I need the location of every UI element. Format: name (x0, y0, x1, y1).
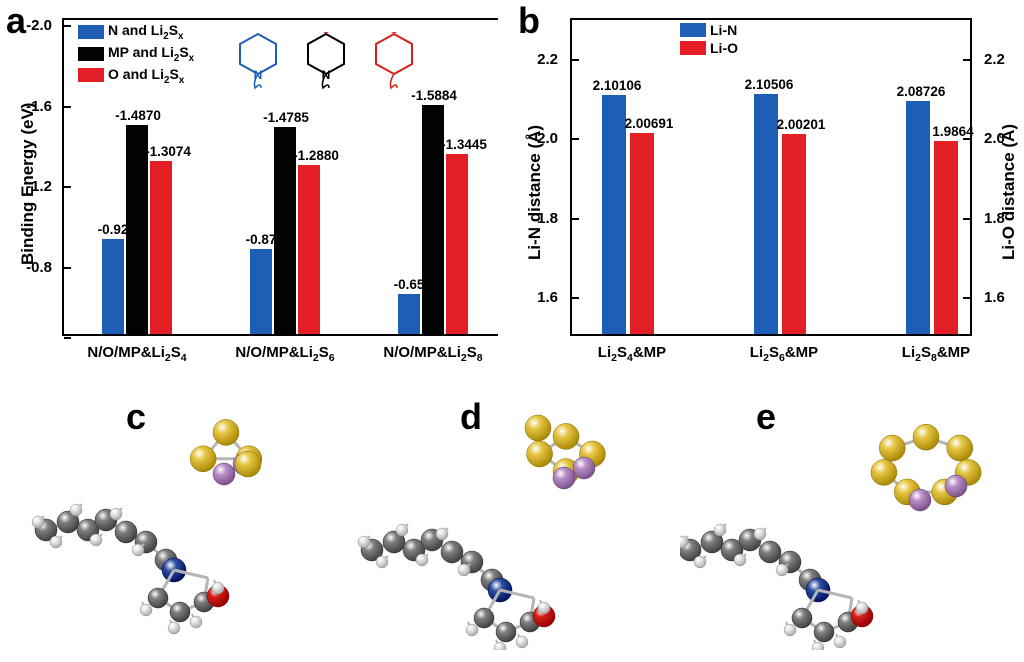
chart-b-legend: Li-N Li-O (680, 22, 738, 58)
xtick: Li2S6&MP (732, 344, 836, 364)
chart-a-legend: N and Li2SxMP and Li2SxO and Li2Sx (78, 22, 194, 87)
bar-value: -1.3445 (432, 137, 496, 152)
molecule-e (680, 410, 1020, 650)
bar-value: -1.2880 (284, 148, 348, 163)
tick-mark (572, 138, 579, 140)
tick-mark (963, 297, 970, 299)
ytick: -2.0 (26, 17, 52, 34)
ytick-right: 2.2 (984, 51, 1005, 68)
bar-value: 2.10506 (738, 77, 800, 92)
chart-b-ylabel-left: Li-N distance (Å) (525, 90, 545, 260)
bar (934, 141, 958, 334)
ytick: 1.6 (537, 289, 558, 306)
tick-mark (572, 59, 579, 61)
bar-value: -1.3074 (136, 144, 200, 159)
tick-mark (572, 297, 579, 299)
svg-text:O: O (321, 32, 330, 36)
tick-mark (64, 337, 71, 339)
molecule-c (26, 410, 326, 650)
legend-swatch (680, 41, 706, 55)
bar-value: 2.08726 (890, 84, 952, 99)
legend-swatch (680, 23, 706, 37)
chart-b-ylabel-right: Li-O distance (Å) (999, 90, 1019, 260)
chart-a-ylabel: Binding Energy (eV) (18, 85, 38, 265)
panel-a-label: a (6, 0, 26, 42)
bar (298, 165, 320, 334)
tick-mark (64, 267, 71, 269)
tick-mark (64, 106, 71, 108)
legend-text: MP and Li2Sx (108, 44, 194, 64)
bar (150, 161, 172, 334)
bar-value: 1.9864 (922, 124, 984, 139)
panel-b-label: b (518, 0, 540, 42)
tick-mark (963, 218, 970, 220)
bar-value: -1.4785 (254, 110, 318, 125)
panel-a: a -0.8-1.2-1.6-2.0-0.92-1.4870-1.3074N/O… (0, 0, 512, 380)
bar (630, 133, 654, 334)
bar-value: -0.87 (236, 232, 286, 247)
legend-text: Li-N (710, 22, 737, 38)
chart-b-area: 1.61.61.81.82.02.02.22.22.101062.00691Li… (570, 18, 972, 336)
tick-mark (64, 25, 71, 27)
xtick: Li2S8&MP (884, 344, 988, 364)
tick-mark (64, 186, 71, 188)
legend-swatch (78, 47, 104, 61)
bar-value: 2.10106 (586, 78, 648, 93)
tick-mark (963, 59, 970, 61)
bar (782, 134, 806, 334)
legend-text: N and Li2Sx (108, 22, 183, 42)
bar-value: -0.92 (88, 222, 138, 237)
panel-b: b 1.61.61.81.82.02.02.22.22.101062.00691… (512, 0, 1024, 380)
legend-swatch (78, 68, 104, 82)
ytick: 2.2 (537, 51, 558, 68)
molecule-d (352, 410, 672, 650)
bar (102, 239, 124, 334)
xtick: N/O/MP&Li2S6 (224, 344, 346, 364)
legend-item: N and Li2Sx (78, 22, 194, 42)
legend-item: Li-O (680, 40, 738, 56)
inset-molecules: N O N O (228, 32, 428, 92)
bar (398, 294, 420, 334)
xtick: N/O/MP&Li2S8 (372, 344, 494, 364)
xtick: N/O/MP&Li2S4 (76, 344, 198, 364)
bar (250, 249, 272, 334)
bar-value: 2.00691 (618, 116, 680, 131)
xtick: Li2S4&MP (580, 344, 684, 364)
legend-text: Li-O (710, 40, 738, 56)
legend-item: MP and Li2Sx (78, 44, 194, 64)
legend-item: Li-N (680, 22, 738, 38)
legend-item: O and Li2Sx (78, 66, 194, 86)
bar-value: 2.00201 (770, 117, 832, 132)
legend-text: O and Li2Sx (108, 66, 184, 86)
legend-swatch (78, 25, 104, 39)
bar (602, 95, 626, 334)
bar-value: -1.4870 (106, 108, 170, 123)
bar-value: -0.65 (384, 277, 434, 292)
svg-text:O: O (389, 32, 398, 36)
ytick-right: 1.6 (984, 289, 1005, 306)
tick-mark (572, 218, 579, 220)
bar (446, 154, 468, 334)
